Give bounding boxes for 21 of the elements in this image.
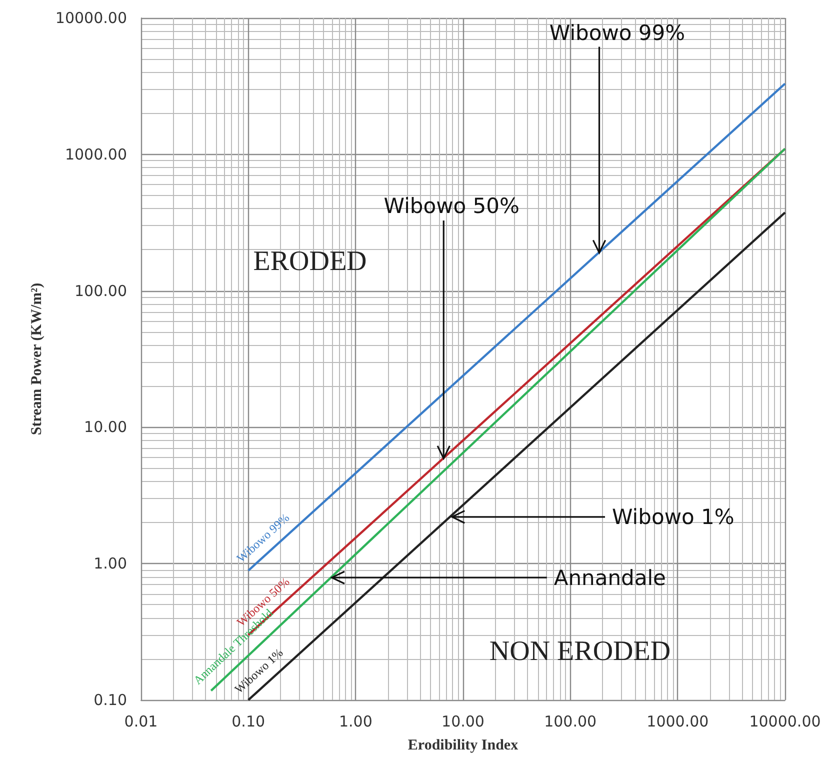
x-tick-label: 1.00: [338, 712, 372, 730]
x-tick-label: 10.00: [442, 712, 484, 730]
y-tick-label: 10.00: [84, 418, 127, 436]
annotation: Wibowo 99%: [549, 20, 686, 45]
y-tick-label: 0.10: [94, 691, 127, 709]
y-axis-title: Stream Power (KW/m²): [29, 282, 46, 436]
y-tick-label: 100.00: [74, 282, 127, 300]
annotation: NON ERODED: [489, 636, 671, 668]
y-tick-label: 1.00: [94, 554, 127, 573]
x-tick-label: 0.01: [124, 712, 158, 730]
x-tick-label: 100.00: [544, 712, 597, 730]
annotation: Wibowo 1%: [612, 504, 734, 529]
y-tick-label: 1000.00: [64, 145, 127, 164]
annotation: ERODED: [253, 246, 367, 278]
x-tick-label: 0.10: [232, 712, 266, 730]
y-tick-label: 10000.00: [55, 9, 127, 27]
annotation: Wibowo 50%: [384, 194, 520, 218]
x-tick-label: 10000.00: [749, 712, 821, 730]
annotation: Annandale: [554, 566, 666, 590]
x-axis-title: Erodibility Index: [408, 738, 519, 754]
x-tick-label: 1000.00: [646, 712, 709, 730]
